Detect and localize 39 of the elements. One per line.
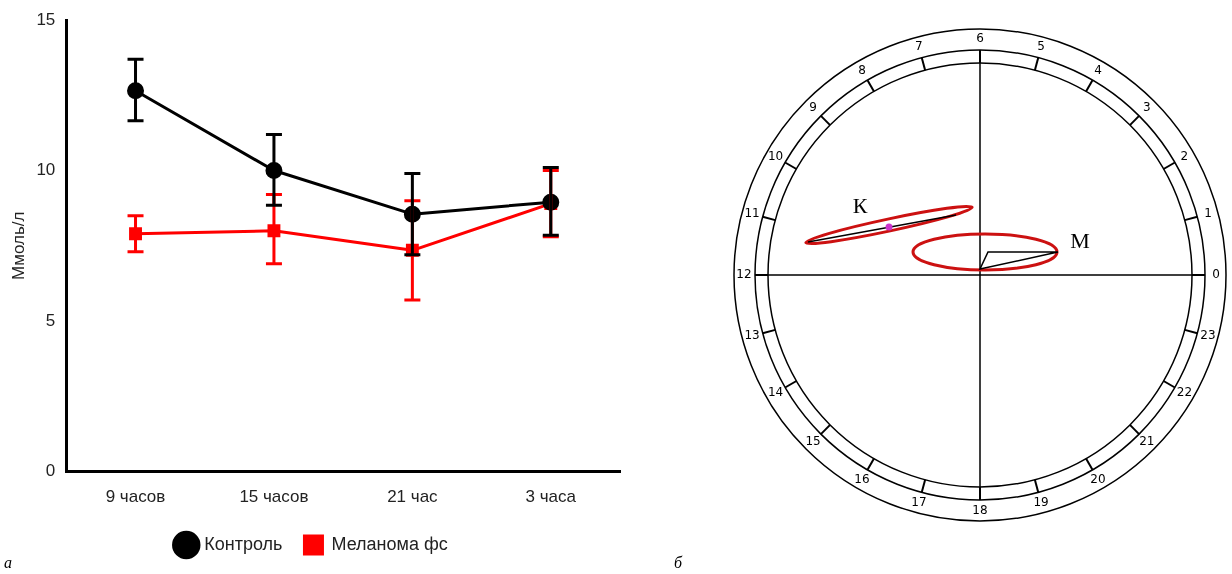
category-label: 8 <box>858 62 866 77</box>
category-label: 1 <box>1204 206 1212 221</box>
text: б <box>674 554 683 572</box>
category-label: 20 <box>1090 471 1106 486</box>
y-tick-label: 5 <box>45 310 56 330</box>
category-label: 22 <box>1176 385 1193 400</box>
category-label: 0 <box>1212 267 1220 282</box>
category-label: 7 <box>915 39 923 54</box>
x-tick-label: 15 часов <box>239 487 309 507</box>
category-label: 3 <box>1143 100 1151 115</box>
category-label: 13 <box>744 328 760 343</box>
category-label: 16 <box>854 471 870 486</box>
x-tick-label: 9 часов <box>105 487 166 507</box>
category-label: 4 <box>1094 62 1102 77</box>
category-label: 12 <box>736 267 752 282</box>
y-tick-label: 0 <box>45 461 56 481</box>
category-label: 17 <box>911 495 927 510</box>
category-label: 6 <box>976 31 984 46</box>
legend-label: Меланома фс <box>331 533 448 554</box>
text: К <box>852 192 868 218</box>
text: М <box>1070 227 1090 253</box>
category-label: 21 <box>1139 434 1155 448</box>
y-axis-title: Ммоль/л <box>8 211 28 280</box>
category-label: 14 <box>767 385 784 400</box>
x-tick-label: 21 час <box>387 487 439 507</box>
x-tick-label: 3 часа <box>525 487 577 507</box>
category-label: 19 <box>1033 495 1049 510</box>
legend-label: Контроль <box>204 533 283 554</box>
y-tick-label: 10 <box>36 160 56 180</box>
category-label: 5 <box>1037 39 1045 54</box>
text: а <box>4 554 12 572</box>
category-label: 18 <box>972 503 988 518</box>
category-label: 23 <box>1200 328 1216 343</box>
category-label: 15 <box>805 434 821 448</box>
category-label: 2 <box>1180 149 1189 164</box>
y-tick-label: 15 <box>36 9 56 29</box>
category-label: 11 <box>744 206 760 221</box>
category-label: 10 <box>767 149 784 164</box>
category-label: 9 <box>809 100 817 115</box>
